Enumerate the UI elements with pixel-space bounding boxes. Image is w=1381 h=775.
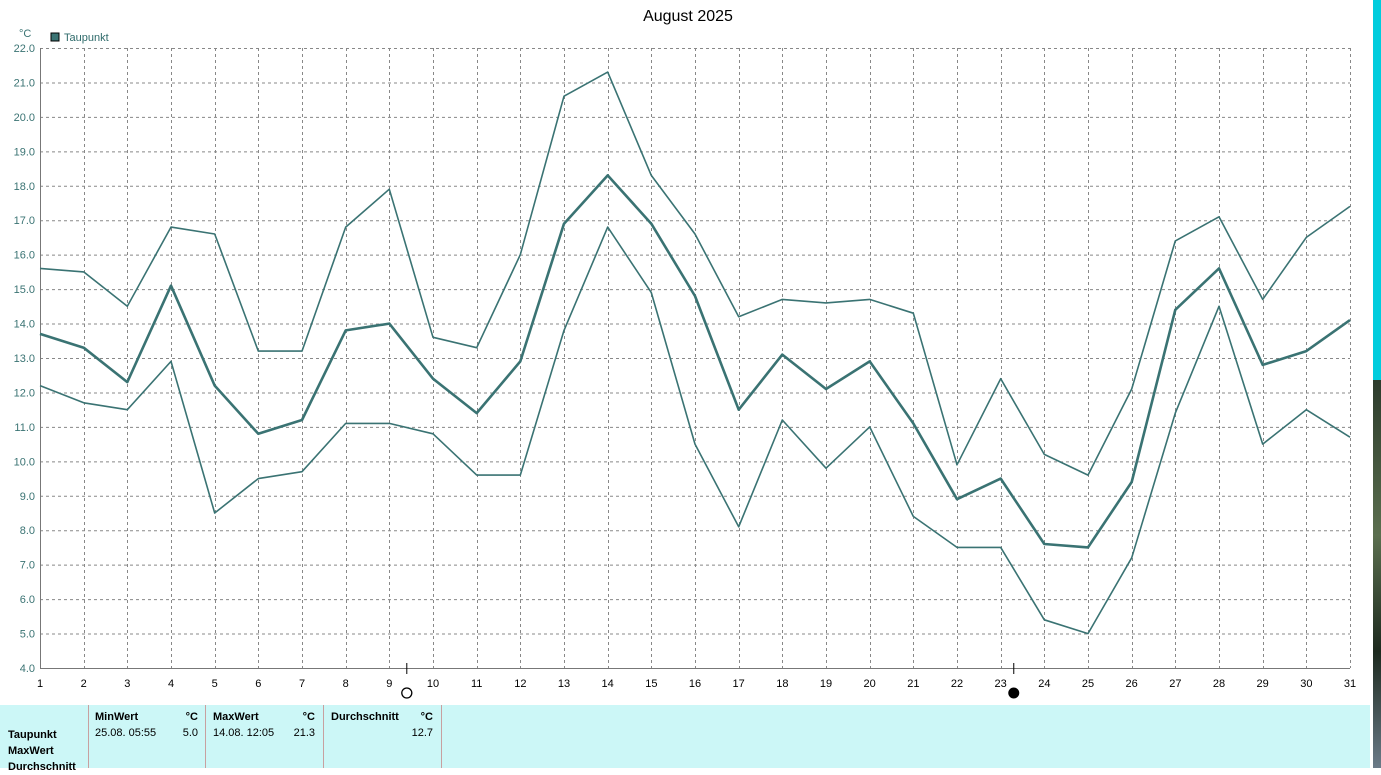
y-tick-label: 4.0 [20,663,35,675]
x-tick-label: 28 [1213,678,1225,690]
y-tick-label: 6.0 [20,594,35,606]
chart-area: August 2025 °C Taupunkt 4.0 5.0 6.0 7.0 8.0 9.0 1… [14,8,1356,699]
x-tick-label: 17 [733,678,745,690]
y-tick-label: 19.0 [14,146,35,158]
avg-value: 12.7 [411,727,433,739]
avg-header: Durchschnitt [331,711,399,723]
stat-row-label-taupunkt: Taupunkt [8,729,57,741]
legend-swatch [50,32,60,42]
y-tick-label: 22.0 [14,43,35,55]
y-tick-label: 11.0 [14,422,35,434]
background-photo [1373,380,1381,768]
max-value-column: MaxWert °C 14.08. 12:05 21.3 [205,705,323,768]
max-value: 21.3 [293,727,315,739]
y-tick-label: 17.0 [14,215,35,227]
min-value: 5.0 [182,727,198,739]
x-tick-label: 4 [168,678,174,690]
x-tick-label: 21 [907,678,919,690]
x-tick-label: 1 [37,678,43,690]
x-tick-label: 15 [645,678,657,690]
series-line-avg [39,174,1351,549]
y-tick-label: 21.0 [14,77,35,89]
x-tick-label: 7 [299,678,305,690]
series-line-min [39,226,1351,635]
y-tick-label: 12.0 [14,387,35,399]
avg-value-column: Durchschnitt °C 12.7 [323,705,442,768]
min-datetime: 25.08. 05:55 [95,727,157,739]
x-tick-label: 11 [471,678,482,690]
max-header: MaxWert [213,711,259,723]
legend-label: Taupunkt [64,32,109,44]
x-tick-label: 25 [1082,678,1094,690]
x-tick-label: 31 [1344,678,1356,690]
x-tick-label: 14 [602,678,614,690]
y-tick-label: 14.0 [14,319,35,331]
x-tick-label: 30 [1300,678,1312,690]
x-tick-label: 24 [1038,678,1050,690]
y-tick-label: 16.0 [14,250,35,262]
new-moon-icon [1008,687,1020,699]
statistics-panel: Taupunkt MaxWert Durchschnitt MinWert °C… [0,705,1370,773]
x-tick-label: 8 [343,678,349,690]
y-tick-label: 20.0 [14,112,35,124]
x-tick-label: 2 [81,678,87,690]
x-tick-label: 23 [995,678,1007,690]
y-tick-label: 9.0 [20,491,35,503]
series-line-max [39,71,1351,476]
x-tick-label: 9 [386,678,392,690]
full-moon-icon [401,687,413,699]
avg-unit: °C [420,711,433,723]
y-axis-unit: °C [19,28,31,40]
y-tick-label: 15.0 [14,284,35,296]
x-tick-label: 16 [689,678,701,690]
dewpoint-chart: August 2025 °C Taupunkt 4.0 5.0 6.0 7.0 8.0 9.0 1… [14,8,1356,699]
background-cyan-panel [1373,0,1381,380]
x-tick-label: 27 [1169,678,1181,690]
x-tick-label: 19 [820,678,832,690]
x-tick-label: 29 [1257,678,1269,690]
max-unit: °C [302,711,315,723]
min-header: MinWert [95,711,139,723]
x-tick-label: 6 [255,678,261,690]
x-tick-label: 22 [951,678,963,690]
stat-row-label-maxwert: MaxWert [8,745,54,757]
x-tick-label: 26 [1126,678,1138,690]
y-tick-label: 7.0 [20,560,35,572]
x-tick-label: 10 [427,678,439,690]
background-window-edge [1370,0,1381,768]
chart-title: August 2025 [643,8,733,25]
x-tick-label: 13 [558,678,570,690]
stat-row-label-durchschnitt: Durchschnitt [8,761,76,773]
x-tick-label: 5 [212,678,218,690]
y-tick-label: 5.0 [20,629,35,641]
y-tick-label: 18.0 [14,181,35,193]
grid-lines [40,48,1351,669]
max-datetime: 14.08. 12:05 [213,727,275,739]
x-tick-label: 20 [864,678,876,690]
min-value-column: MinWert °C 25.08. 05:55 5.0 [88,705,206,768]
x-tick-label: 12 [514,678,526,690]
y-tick-label: 8.0 [20,525,35,537]
y-tick-label: 10.0 [14,456,35,468]
x-tick-label: 18 [776,678,788,690]
y-tick-label: 13.0 [14,353,35,365]
x-tick-label: 3 [124,678,130,690]
min-unit: °C [185,711,198,723]
